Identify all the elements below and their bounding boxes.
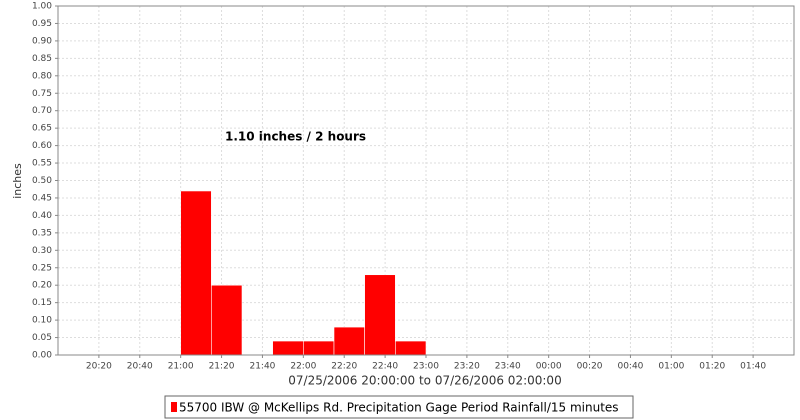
y-tick-label: 0.35: [32, 228, 52, 238]
legend: [164, 395, 634, 419]
x-tick-label: 00:00: [536, 362, 562, 372]
x-tick-label: 23:40: [495, 362, 521, 372]
bar: [395, 340, 427, 356]
y-tick-label: 0.15: [32, 298, 52, 308]
y-tick-label: 1.00: [32, 2, 52, 12]
x-tick-label: 01:20: [699, 362, 725, 372]
y-tick-label: 0.20: [32, 281, 52, 291]
y-tick-label: 0.40: [32, 211, 52, 221]
x-tick-label: 22:20: [331, 362, 357, 372]
y-tick-label: 0.80: [32, 71, 52, 81]
x-tick-label: 01:40: [740, 362, 766, 372]
y-tick-label: 0.60: [32, 141, 52, 151]
y-tick-label: 0.50: [32, 176, 52, 186]
bar: [333, 326, 365, 356]
x-tick-label: 21:00: [168, 362, 194, 372]
y-axis-label: inches: [11, 163, 24, 199]
bar: [303, 340, 335, 356]
legend-swatch: [171, 402, 177, 412]
x-tick-label: 22:40: [372, 362, 398, 372]
y-tick-label: 0.10: [32, 316, 52, 326]
bar: [180, 190, 212, 356]
x-tick-label: 20:20: [86, 362, 112, 372]
legend-label: 55700 IBW @ McKellips Rd. Precipitation …: [179, 401, 619, 415]
y-tick-label: 0.65: [32, 124, 52, 134]
y-tick-label: 0.30: [32, 246, 52, 256]
x-tick-label: 22:00: [290, 362, 316, 372]
x-tick-label: 01:00: [658, 362, 684, 372]
x-axis-label: 07/25/2006 20:00:00 to 07/26/2006 02:00:…: [288, 374, 561, 388]
y-tick-label: 0.75: [32, 89, 52, 99]
x-tick-label: 00:40: [617, 362, 643, 372]
y-tick-label: 0.90: [32, 36, 52, 46]
bar: [272, 340, 304, 356]
y-tick-label: 0.95: [32, 19, 52, 29]
x-tick-label: 20:40: [127, 362, 153, 372]
x-tick-label: 21:20: [209, 362, 235, 372]
y-tick-label: 0.00: [32, 351, 52, 361]
y-tick-label: 0.55: [32, 159, 52, 169]
y-tick-label: 0.05: [32, 333, 52, 343]
x-tick-label: 23:00: [413, 362, 439, 372]
annotation: 1.10 inches / 2 hours: [225, 130, 366, 144]
y-tick-label: 0.45: [32, 193, 52, 203]
y-tick-label: 0.85: [32, 54, 52, 64]
x-tick-label: 23:20: [454, 362, 480, 372]
x-tick-label: 21:40: [249, 362, 275, 372]
plot-border: [57, 5, 795, 356]
y-tick-label: 0.70: [32, 106, 52, 116]
bar: [364, 274, 396, 356]
x-tick-label: 00:20: [577, 362, 603, 372]
y-tick-label: 0.25: [32, 263, 52, 273]
bar: [211, 284, 243, 356]
